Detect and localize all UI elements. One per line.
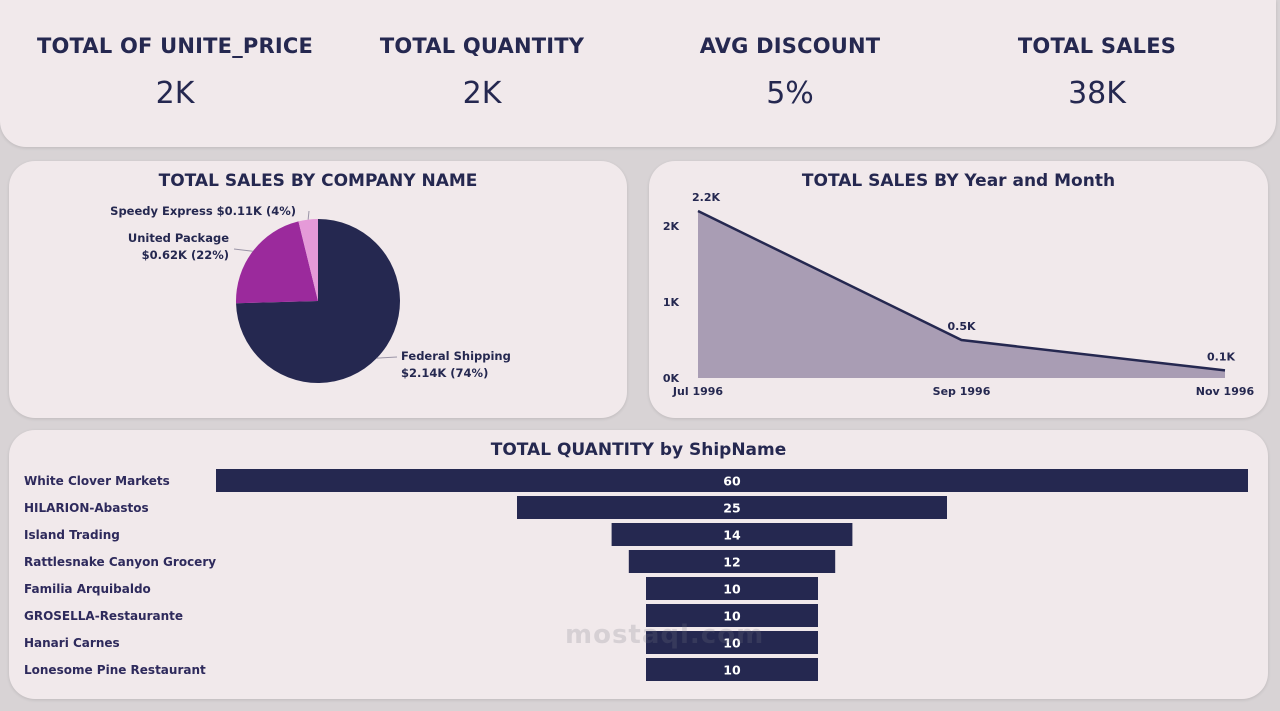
pie-leader-line <box>307 210 310 220</box>
bar[interactable] <box>628 550 836 573</box>
kpi-panel: TOTAL OF UNITE_PRICE 2K TOTAL QUANTITY 2… <box>0 0 1276 147</box>
kpi-label: TOTAL OF UNITE_PRICE <box>36 34 314 58</box>
category-label: Island Trading <box>24 528 120 542</box>
bar[interactable] <box>611 523 853 546</box>
pie-data-label: United Package <box>128 231 229 245</box>
chart-title: TOTAL SALES BY COMPANY NAME <box>158 171 478 191</box>
y-tick-label: 1K <box>663 296 680 309</box>
kpi-value: 2K <box>155 76 195 111</box>
x-tick-label: Sep 1996 <box>933 385 991 398</box>
y-tick-label: 0K <box>663 372 680 385</box>
category-label: Lonesome Pine Restaurant <box>24 663 206 677</box>
bar[interactable] <box>517 496 947 519</box>
data-label: 2.2K <box>692 191 720 204</box>
watermark-text: mostaql.com <box>565 620 765 650</box>
bar-value-label: 25 <box>723 501 740 516</box>
bar-value-label: 10 <box>723 582 741 597</box>
series-line[interactable] <box>697 209 1226 372</box>
bar-value-label: 10 <box>723 636 741 651</box>
pie-leader-line <box>376 356 398 359</box>
pie-data-label-value: $0.62K (22%) <box>142 248 229 262</box>
category-label: Hanari Carnes <box>24 636 120 650</box>
kpi-label: AVG DISCOUNT <box>699 34 881 58</box>
funnel-bar-chart: White Clover Markets HILARION-Abastos Isla… <box>24 469 1248 681</box>
bar-value-label: 60 <box>723 474 741 489</box>
y-tick-label: 2K <box>663 220 680 233</box>
x-tick-label: Nov 1996 <box>1196 385 1255 398</box>
bar-value-label: 10 <box>723 609 741 624</box>
category-label: Familia Arquibaldo <box>24 582 151 596</box>
chart-title: TOTAL QUANTITY by ShipName <box>490 440 787 460</box>
bar[interactable] <box>646 658 818 681</box>
chart-title: TOTAL SALES BY Year and Month <box>801 171 1116 191</box>
pie-leader-line <box>233 248 253 252</box>
bar-chart-card: TOTAL QUANTITY by ShipName White Clover … <box>9 430 1268 699</box>
kpi-value: 38K <box>1068 76 1126 111</box>
data-label: 0.1K <box>1207 350 1235 363</box>
kpi-value: 5% <box>766 76 814 111</box>
kpi-value: 2K <box>462 76 502 111</box>
kpi-label: TOTAL QUANTITY <box>379 34 585 58</box>
category-label: GROSELLA-Restaurante <box>24 609 183 623</box>
category-label: White Clover Markets <box>24 474 170 488</box>
bar-value-label: 10 <box>723 663 741 678</box>
area-chart: 0K 1K 2K Jul 1996 Sep 1996 Nov 1996 2.2K 0.5K 0… <box>663 191 1255 398</box>
area-chart-card: TOTAL SALES BY Year and Month 0K 1K 2K Jul … <box>649 161 1268 418</box>
pie-chart-card: TOTAL SALES BY COMPANY NAME Federal Ship… <box>9 161 627 418</box>
bar[interactable] <box>646 604 818 627</box>
bar-value-label: 14 <box>723 528 741 543</box>
pie-data-label: Speedy Express $0.11K (4%) <box>110 204 296 218</box>
pie-slice-speedy-express[interactable] <box>298 219 318 301</box>
category-label: Rattlesnake Canyon Grocery <box>24 555 216 569</box>
kpi-label: TOTAL SALES <box>1017 34 1177 58</box>
pie-slice-united-package[interactable] <box>235 221 318 304</box>
pie-chart: Federal Shipping $2.14K (74%) United Packa… <box>110 204 511 383</box>
area-fill <box>698 211 1225 378</box>
data-label: 0.5K <box>947 320 975 333</box>
bar[interactable] <box>646 631 818 654</box>
bar-value-label: 12 <box>723 555 740 570</box>
pie-data-label-value: $2.14K (74%) <box>401 366 488 380</box>
bar[interactable] <box>216 469 1248 492</box>
category-label: HILARION-Abastos <box>24 501 149 515</box>
x-tick-label: Jul 1996 <box>672 385 723 398</box>
pie-data-label: Federal Shipping <box>401 349 511 363</box>
bar[interactable] <box>646 577 818 600</box>
pie-slice-federal-shipping[interactable] <box>236 219 400 383</box>
